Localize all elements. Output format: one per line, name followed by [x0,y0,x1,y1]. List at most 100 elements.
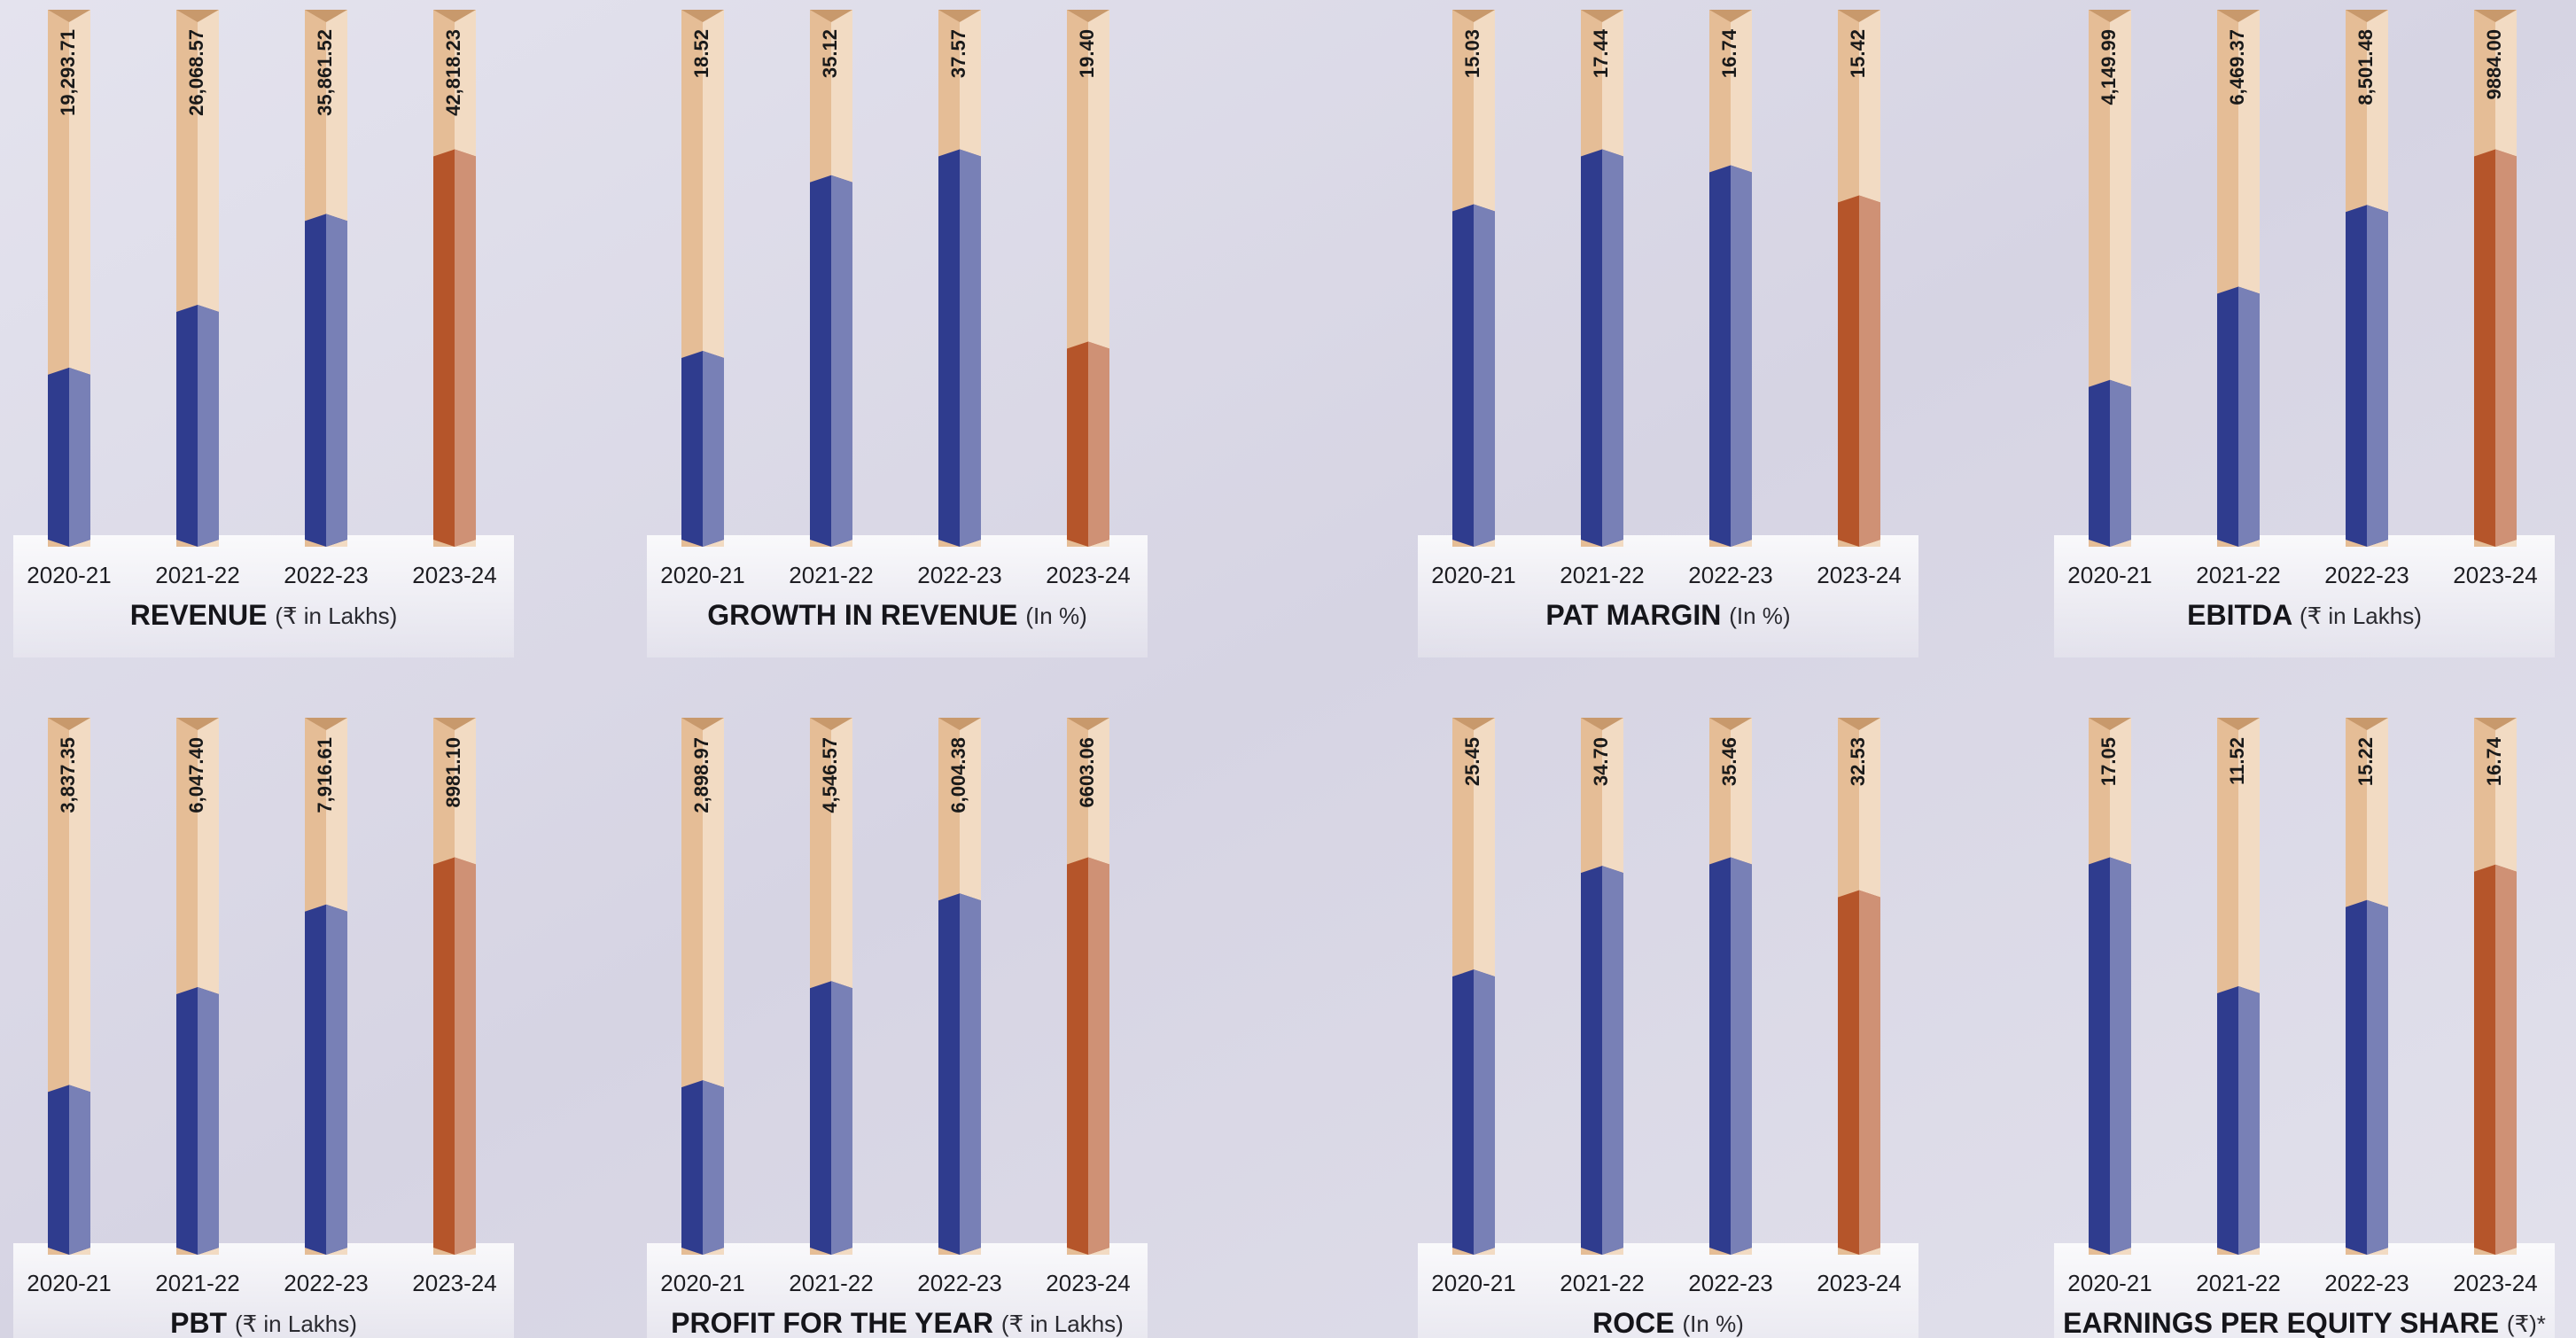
bar-side [1088,857,1109,1255]
bar-cap [176,718,219,730]
bar-side [960,893,981,1255]
title-unit: (₹ in Lakhs) [235,1311,357,1337]
bar-side [2495,864,2517,1255]
title-unit: (In %) [1683,1311,1744,1337]
value-label: 25.45 [1461,737,1483,786]
title-main: PAT MARGIN [1545,599,1721,631]
bar-side [1602,149,1623,547]
bar-cap [2474,10,2517,22]
title-main: GROWTH IN REVENUE [707,599,1017,631]
bar-cap [2474,718,2517,730]
chart-panel: 3,837.35 2020-21 6,047.40 2021-22 7,916.61 20… [13,718,514,1338]
bar-side [1088,341,1109,547]
bar-cap [1581,10,1623,22]
title-main: ROCE [1592,1307,1674,1338]
bar-cap [48,718,90,730]
label-box [2054,1243,2555,1338]
chart-panel: 18.52 2020-21 35.12 2021-22 37.57 2022-23 19.4… [647,10,1148,657]
value-label: 37.57 [947,29,969,78]
category-label: 2021-22 [155,562,239,588]
title-unit: (In %) [1729,603,1790,629]
category-label: 2023-24 [1046,562,1130,588]
value-label: 32.53 [1847,737,1869,786]
bar-side [455,149,476,547]
value-label: 34.70 [1590,737,1612,786]
category-label: 2020-21 [1431,1270,1515,1296]
bar-cap [2089,10,2131,22]
value-label: 4,546.57 [819,737,841,813]
bar-side [703,1080,724,1255]
bar-cap [176,10,219,22]
category-label: 2022-23 [1688,1270,1772,1296]
bar-cap [48,10,90,22]
bar-side [2367,205,2388,547]
bar-side [2495,149,2517,547]
chart-title: REVENUE (₹ in Lakhs) [130,599,398,631]
bar-side [1859,890,1880,1255]
title-main: EBITDA [2187,599,2292,631]
value-label: 4,149.99 [2097,29,2120,105]
value-label: 18.52 [690,29,712,78]
bar-side [831,981,852,1255]
chart-panel: 19,293.71 2020-21 26,068.57 2021-22 35,861.5… [13,10,514,657]
category-label: 2023-24 [412,1270,496,1296]
label-box [1418,535,1918,657]
bar-cap [1067,718,1109,730]
category-label: 2021-22 [155,1270,239,1296]
chart-title: PBT (₹ in Lakhs) [170,1307,357,1338]
bar-side [1474,204,1495,547]
bar-side [1602,866,1623,1255]
value-label: 6,047.40 [185,737,207,813]
chart-title: EARNINGS PER EQUITY SHARE (₹)* [2063,1307,2546,1338]
value-label: 6603.06 [1076,737,1098,808]
category-label: 2023-24 [1817,1270,1901,1296]
title-unit: (₹ in Lakhs) [2300,603,2422,629]
category-label: 2022-23 [2324,1270,2409,1296]
category-label: 2020-21 [660,562,744,588]
title-unit: (₹ in Lakhs) [275,603,397,629]
label-box [1418,1243,1918,1338]
chart-title: ROCE (In %) [1592,1307,1744,1338]
bar-cap [2346,718,2388,730]
bar-side [2367,899,2388,1255]
category-label: 2021-22 [789,562,873,588]
bar-side [198,987,219,1255]
bar-cap [938,10,981,22]
chart-title: GROWTH IN REVENUE (In %) [707,599,1086,631]
value-label: 17.44 [1590,28,1612,78]
bar-side [69,367,90,547]
category-label: 2022-23 [2324,562,2409,588]
bar-cap [2346,10,2388,22]
bar-cap [2217,10,2260,22]
category-label: 2022-23 [284,562,368,588]
label-box [13,535,514,657]
chart-panel: 2,898.97 2020-21 4,546.57 2021-22 6,004.38 20… [647,718,1148,1338]
bar-side [2110,857,2131,1255]
bar-cap [433,718,476,730]
bar-side [2238,986,2260,1255]
bar-side [703,350,724,547]
title-main: EARNINGS PER EQUITY SHARE [2063,1307,2499,1338]
category-label: 2022-23 [917,1270,1001,1296]
value-label: 8,501.48 [2354,29,2377,105]
bar-cap [2089,718,2131,730]
category-label: 2021-22 [2196,1270,2280,1296]
bar-side [326,904,347,1255]
value-label: 15.22 [2354,737,2377,786]
bar-cap [305,718,347,730]
bar-side [326,214,347,547]
bar-side [1859,195,1880,548]
bar-cap [938,718,981,730]
category-label: 2022-23 [284,1270,368,1296]
value-label: 8981.10 [442,737,464,808]
bar-cap [2217,718,2260,730]
bar-side [831,175,852,547]
value-label: 17.05 [2097,737,2120,786]
label-box [13,1243,514,1338]
title-unit: (₹)* [2507,1311,2546,1337]
bar-cap [681,10,724,22]
value-label: 9884.00 [2483,29,2505,100]
category-label: 2020-21 [27,1270,111,1296]
value-label: 35,861.52 [314,29,336,116]
